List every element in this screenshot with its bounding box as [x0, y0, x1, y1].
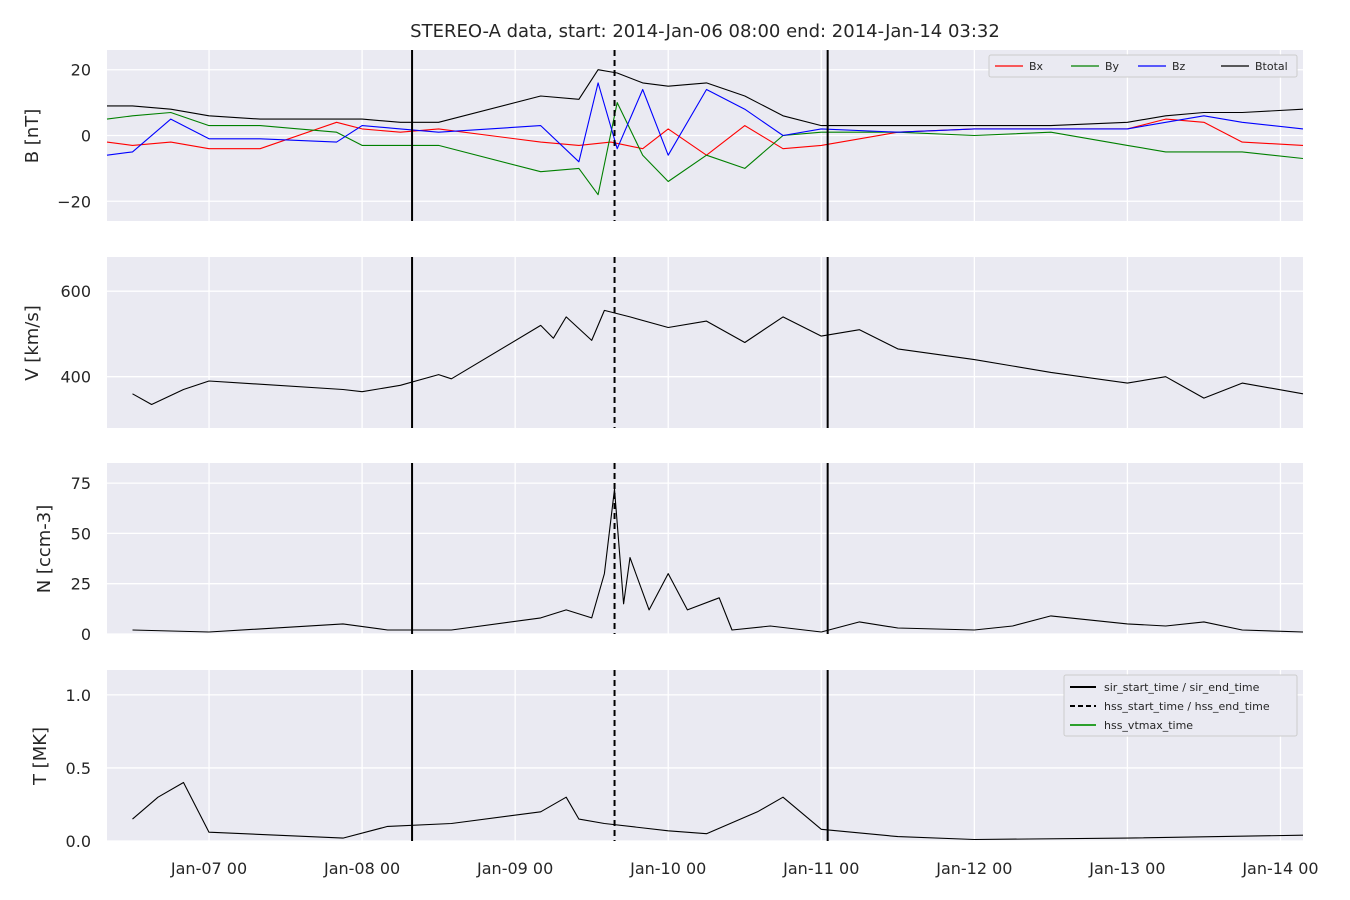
panel-v-grid [107, 257, 1303, 428]
panel-n-markers [411, 463, 829, 634]
y-tick-label: 0.0 [66, 832, 91, 851]
x-tick-label: Jan-12 00 [935, 859, 1012, 878]
x-tick-label: Jan-14 00 [1241, 859, 1318, 878]
y-tick-label: 0 [81, 625, 91, 644]
chart-title: STEREO-A data, start: 2014-Jan-06 08:00 … [410, 21, 1000, 42]
legend-b-label: By [1105, 60, 1120, 73]
legend-t-box [1063, 674, 1298, 737]
panel-b-ylabel: B [nT] [22, 109, 43, 164]
panel-v-yticks: 400 600 [60, 282, 91, 387]
panel-n-background [107, 463, 1303, 634]
legend-b-label: Bz [1172, 60, 1186, 73]
panel-v-ylabel: V [km/s] [22, 305, 43, 380]
panel-n-grid [107, 463, 1303, 635]
x-tick-label: Jan-07 00 [170, 859, 247, 878]
series-Bz-line [106, 82, 1304, 163]
panel-t-markers [411, 670, 829, 841]
x-tick-label: Jan-09 00 [476, 859, 553, 878]
panel-v-series [132, 309, 1304, 406]
y-tick-label: 75 [71, 474, 91, 493]
panel-n-ylabel: N [ccm-3] [34, 505, 55, 594]
panel-t: T [MK] 0.0 0.5 1.0 sir_start_time / sir_en… [30, 670, 1304, 851]
y-tick-label: 600 [60, 282, 91, 301]
panel-v-markers [411, 257, 829, 428]
x-tick-label: Jan-13 00 [1088, 859, 1165, 878]
panel-b-series [106, 69, 1304, 196]
x-tick-label: Jan-08 00 [323, 859, 400, 878]
series-By-line [106, 102, 1304, 196]
panel-t-yticks: 0.0 0.5 1.0 [66, 686, 91, 851]
panel-b: B [nT] −20 0 20 Bx By Bz Btotal [22, 50, 1304, 221]
y-tick-label: 0 [81, 127, 91, 146]
y-tick-label: 400 [60, 368, 91, 387]
x-tick-label: Jan-11 00 [782, 859, 859, 878]
panel-t-legend: sir_start_time / sir_end_time hss_start_t… [1063, 674, 1298, 737]
y-tick-label: 50 [71, 524, 91, 543]
panel-v-background [107, 257, 1303, 428]
x-tick-label: Jan-10 00 [629, 859, 706, 878]
series-Btotal-line [107, 69, 1304, 127]
legend-t-label: hss_vtmax_time [1104, 719, 1193, 732]
legend-b-label: Bx [1029, 60, 1044, 73]
series-v-line [132, 309, 1304, 406]
x-axis-ticks: Jan-07 00 Jan-08 00 Jan-09 00 Jan-10 00 Jan-… [170, 859, 1319, 878]
panel-t-grid [107, 670, 1303, 842]
panel-b-markers [411, 50, 829, 221]
legend-t-label: hss_start_time / hss_end_time [1104, 700, 1270, 713]
y-tick-label: −20 [57, 192, 91, 211]
panel-t-ylabel: T [MK] [30, 727, 51, 786]
panel-t-series [132, 781, 1304, 841]
y-tick-label: 25 [71, 575, 91, 594]
legend-t-label: sir_start_time / sir_end_time [1104, 681, 1260, 694]
panel-v: V [km/s] 400 600 [22, 257, 1304, 428]
y-tick-label: 20 [71, 61, 91, 80]
series-n-line [132, 488, 1304, 633]
series-t-line [132, 781, 1304, 841]
y-tick-label: 1.0 [66, 686, 91, 705]
panel-n: N [ccm-3] 0 25 50 75 [34, 463, 1304, 644]
panel-n-yticks: 0 25 50 75 [71, 474, 91, 644]
panel-b-legend: Bx By Bz Btotal [988, 54, 1298, 78]
panel-n-series [132, 488, 1304, 633]
panel-b-yticks: −20 0 20 [57, 61, 91, 212]
legend-b-label: Btotal [1255, 60, 1288, 73]
y-tick-label: 0.5 [66, 759, 91, 778]
